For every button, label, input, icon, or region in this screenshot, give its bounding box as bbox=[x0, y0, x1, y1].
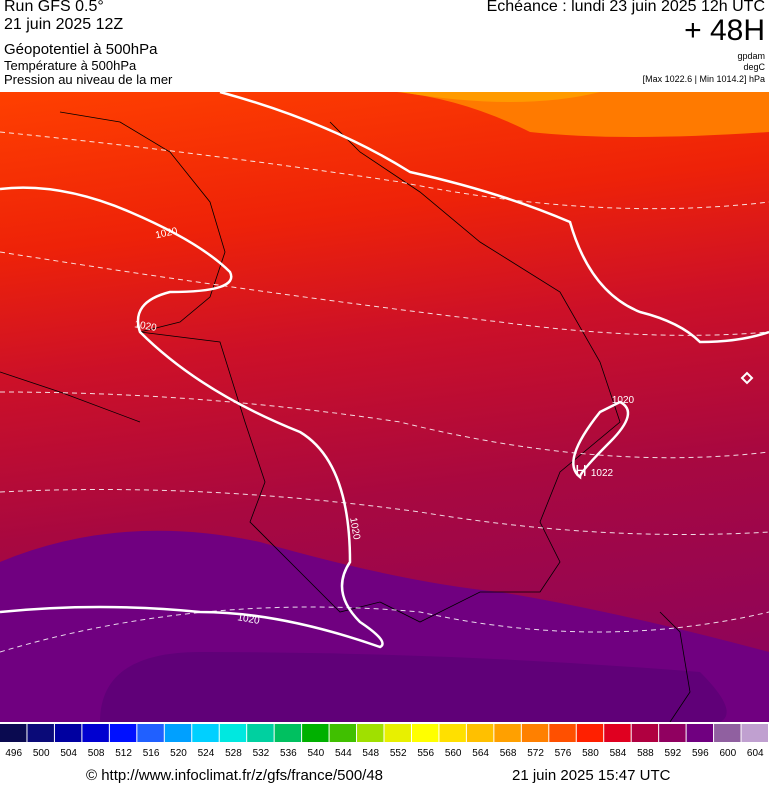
isotherms bbox=[0, 131, 769, 653]
map: 1020 1020 1020 1020 1020 1022 H bbox=[0, 92, 769, 722]
scale-swatch bbox=[109, 724, 137, 742]
scale-swatch bbox=[494, 724, 521, 742]
scale-swatch bbox=[466, 724, 494, 742]
scale-label: 500 bbox=[33, 748, 50, 759]
scale-label: 540 bbox=[307, 748, 324, 759]
scale-label: 604 bbox=[747, 748, 764, 759]
field-temp: Température à 500hPa bbox=[4, 58, 137, 73]
scale-label: 512 bbox=[115, 748, 132, 759]
scale-swatch bbox=[576, 724, 604, 742]
scale-swatch bbox=[0, 724, 27, 742]
warm-band bbox=[330, 92, 769, 137]
scale-label: 504 bbox=[60, 748, 77, 759]
scale-swatch bbox=[439, 724, 466, 742]
scale-swatch bbox=[192, 724, 219, 742]
scale-label: 544 bbox=[335, 748, 352, 759]
scale-label: 496 bbox=[5, 748, 22, 759]
scale-label: 556 bbox=[417, 748, 434, 759]
scale-swatch bbox=[82, 724, 109, 742]
scale-label: 596 bbox=[692, 748, 709, 759]
scale-swatch bbox=[631, 724, 659, 742]
scale-swatch bbox=[219, 724, 247, 742]
scale-swatch bbox=[164, 724, 192, 742]
scale-label: 588 bbox=[637, 748, 654, 759]
scale-label: 508 bbox=[88, 748, 105, 759]
isobar-label: 1022 bbox=[591, 468, 614, 479]
run-date: 21 juin 2025 12Z bbox=[4, 16, 124, 33]
scale-label: 520 bbox=[170, 748, 187, 759]
scale-swatch bbox=[549, 724, 576, 742]
scale-swatch bbox=[247, 724, 274, 742]
isobar-label: 1020 bbox=[237, 612, 261, 627]
scale-label: 592 bbox=[665, 748, 682, 759]
isobar-label: 1020 bbox=[154, 226, 178, 241]
source: © http://www.infoclimat.fr/z/gfs/france/… bbox=[86, 767, 384, 784]
scale-swatch bbox=[384, 724, 411, 742]
scale-label: 532 bbox=[253, 748, 270, 759]
color-scale: 496 500 504 508 512 516 520 524 528 532 536 540 544 5… bbox=[0, 724, 768, 759]
forecast: Echéance : lundi 23 juin 2025 12h UTC bbox=[486, 0, 765, 15]
scale-swatch bbox=[659, 724, 686, 742]
scale-label: 580 bbox=[582, 748, 599, 759]
scale-swatch bbox=[521, 724, 549, 742]
scale-label: 528 bbox=[225, 748, 242, 759]
generated-time: 21 juin 2025 15:47 UTC bbox=[512, 767, 671, 784]
scale-swatch bbox=[357, 724, 384, 742]
scale-swatch bbox=[741, 724, 768, 742]
scale-label: 560 bbox=[445, 748, 462, 759]
scale-label: 516 bbox=[143, 748, 160, 759]
scale-label: 600 bbox=[719, 748, 736, 759]
scale-swatch bbox=[137, 724, 164, 742]
unit-geo: gpdam bbox=[737, 51, 765, 61]
scale-swatch bbox=[686, 724, 714, 742]
field-pressure: Pression au niveau de la mer bbox=[4, 72, 173, 87]
scale-label: 524 bbox=[198, 748, 215, 759]
scale-swatch bbox=[714, 724, 741, 742]
isobar-label: 1020 bbox=[134, 319, 158, 334]
high-pressure-marker: H bbox=[575, 463, 587, 480]
small-high bbox=[740, 371, 754, 385]
scale-label: 576 bbox=[555, 748, 572, 759]
unit-temp: degC bbox=[743, 62, 765, 72]
scale-label: 536 bbox=[280, 748, 297, 759]
isobar-label: 1020 bbox=[347, 517, 362, 541]
pressure-range: [Max 1022.6 | Min 1014.2] hPa bbox=[642, 74, 765, 84]
scale-swatch bbox=[27, 724, 54, 742]
borders bbox=[0, 111, 691, 722]
scale-label: 568 bbox=[500, 748, 517, 759]
scale-label: 572 bbox=[527, 748, 544, 759]
isobars bbox=[0, 92, 769, 649]
scale-label: 584 bbox=[610, 748, 627, 759]
scale-label: 548 bbox=[362, 748, 379, 759]
isobar-label: 1020 bbox=[612, 395, 635, 406]
warm-core bbox=[400, 92, 600, 102]
field-main: Géopotentiel à 500hPa bbox=[4, 41, 158, 58]
scale-swatch bbox=[604, 724, 631, 742]
lead-time: + 48H bbox=[684, 14, 765, 47]
scale-swatch bbox=[274, 724, 302, 742]
scale-swatch bbox=[411, 724, 439, 742]
scale-label: 552 bbox=[390, 748, 407, 759]
scale-swatch bbox=[54, 724, 82, 742]
scale-swatch bbox=[329, 724, 357, 742]
scale-label: 564 bbox=[472, 748, 489, 759]
cold-core bbox=[100, 652, 727, 722]
run: Run GFS 0.5° bbox=[4, 0, 104, 15]
scale-swatch bbox=[302, 724, 329, 742]
